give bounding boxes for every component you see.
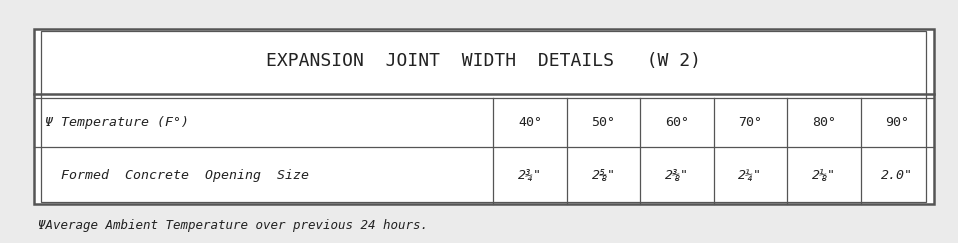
Text: 2.0": 2.0" [881,169,913,182]
Text: 2¾": 2¾" [518,169,542,182]
Text: 50°: 50° [591,116,616,129]
Text: 90°: 90° [885,116,909,129]
Text: 2⅝": 2⅝" [591,169,616,182]
Text: 2⅛": 2⅛" [811,169,836,182]
Text: ΨAverage Ambient Temperature over previous 24 hours.: ΨAverage Ambient Temperature over previo… [38,219,428,233]
Text: 2⅜": 2⅜" [665,169,689,182]
Text: 40°: 40° [518,116,542,129]
Text: Ψ Temperature (F°): Ψ Temperature (F°) [45,116,189,129]
Bar [41,31,926,202]
Text: 70°: 70° [739,116,763,129]
Text: Formed  Concrete  Opening  Size: Formed Concrete Opening Size [45,169,309,182]
Text: 60°: 60° [665,116,689,129]
Text: 2¼": 2¼" [739,169,763,182]
Text: EXPANSION  JOINT  WIDTH  DETAILS   (W 2): EXPANSION JOINT WIDTH DETAILS (W 2) [266,52,701,70]
Text: 80°: 80° [811,116,836,129]
Bar [34,29,934,204]
